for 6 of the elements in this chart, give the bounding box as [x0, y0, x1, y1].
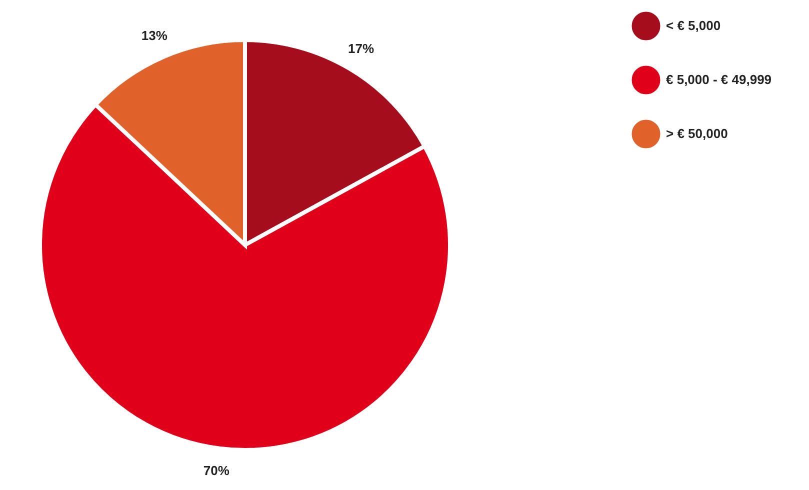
data-label: 17%: [348, 40, 375, 56]
legend-label: < € 5,000: [666, 18, 721, 33]
legend-label: > € 50,000: [666, 126, 728, 141]
data-label: 70%: [203, 463, 230, 478]
data-label: 13%: [141, 28, 168, 43]
legend-label: € 5,000 - € 49,999: [666, 72, 772, 87]
